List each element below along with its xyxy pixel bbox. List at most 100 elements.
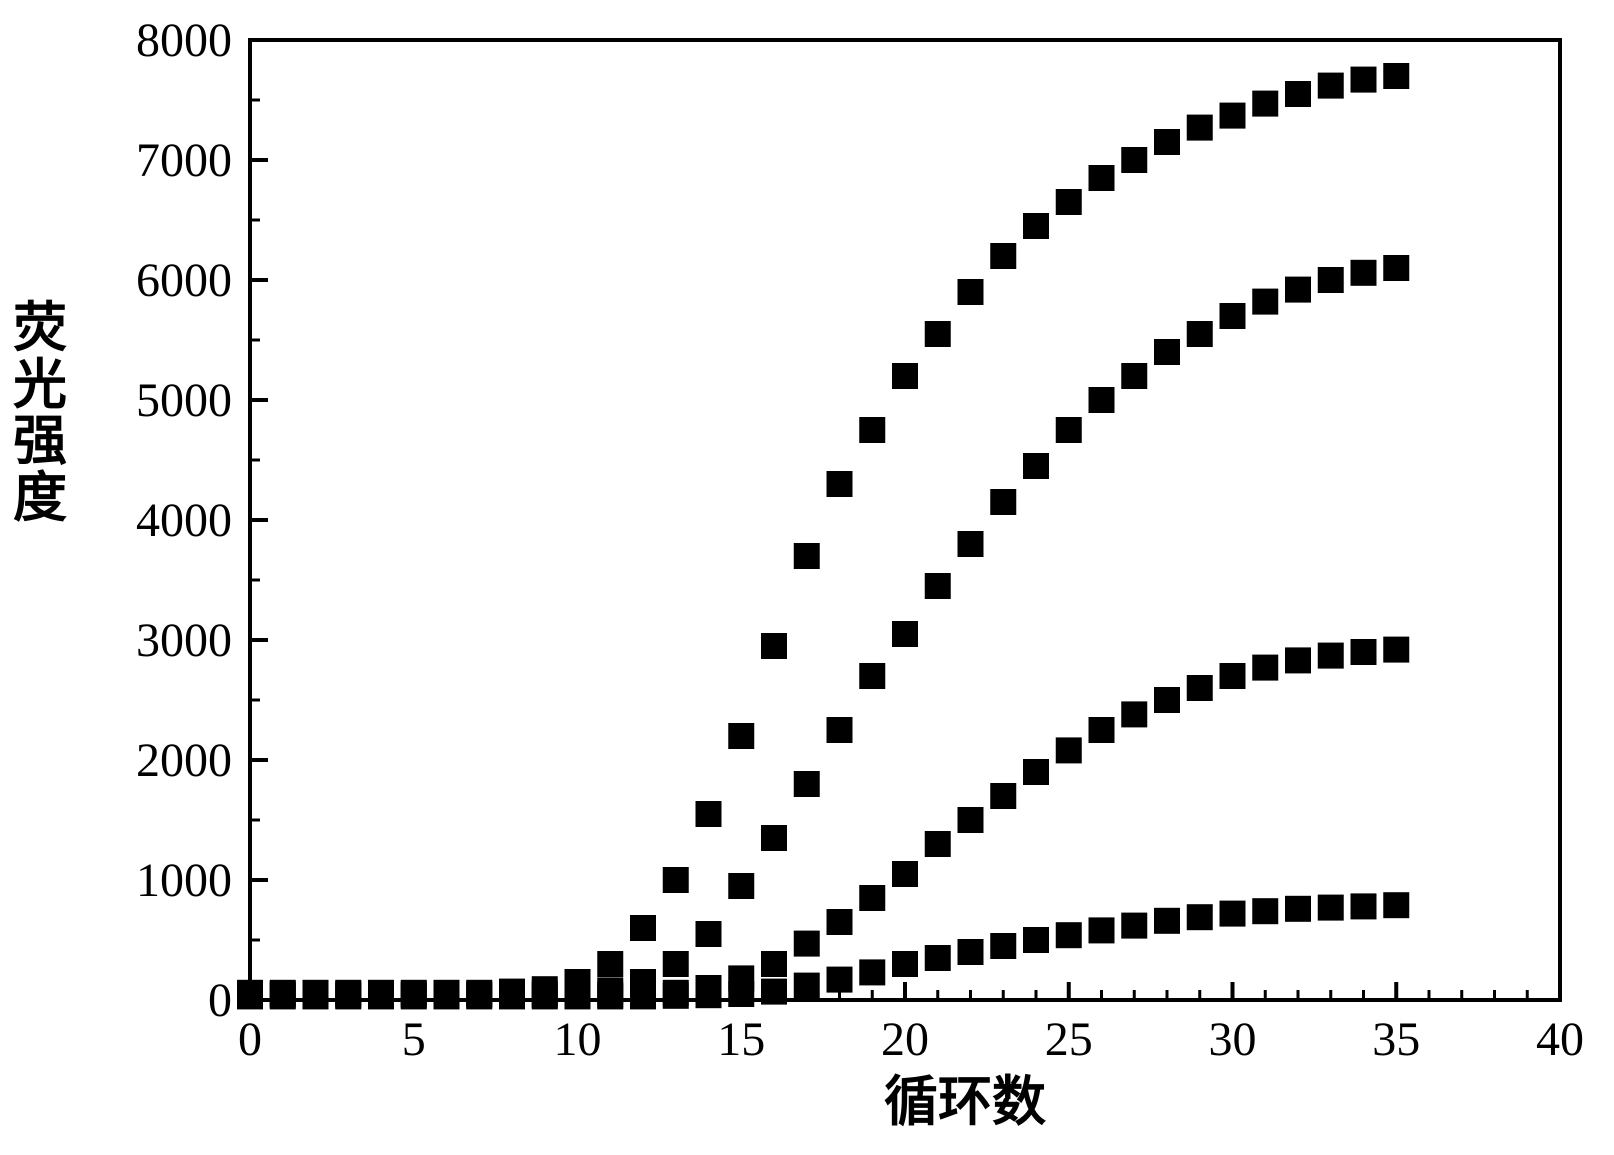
scatter-marker <box>597 983 623 1009</box>
scatter-marker <box>1383 63 1409 89</box>
y-tick-label: 4000 <box>136 494 232 547</box>
scatter-marker <box>1318 643 1344 669</box>
scatter-marker <box>1351 639 1377 665</box>
scatter-marker <box>892 951 918 977</box>
scatter-marker <box>335 983 361 1009</box>
scatter-marker <box>696 982 722 1008</box>
scatter-marker <box>663 867 689 893</box>
scatter-marker <box>728 873 754 899</box>
scatter-marker <box>1154 908 1180 934</box>
scatter-marker <box>761 979 787 1005</box>
x-tick-label: 30 <box>1209 1013 1257 1066</box>
plot-frame <box>250 40 1560 1000</box>
scatter-marker <box>434 983 460 1009</box>
scatter-marker <box>859 959 885 985</box>
scatter-marker <box>958 807 984 833</box>
scatter-marker <box>565 983 591 1009</box>
scatter-marker <box>925 945 951 971</box>
scatter-marker <box>827 967 853 993</box>
scatter-marker <box>1187 321 1213 347</box>
y-tick-label: 8000 <box>136 14 232 67</box>
scatter-marker <box>597 951 623 977</box>
scatter-marker <box>663 983 689 1009</box>
scatter-marker <box>794 973 820 999</box>
scatter-marker <box>1220 303 1246 329</box>
scatter-marker <box>925 321 951 347</box>
scatter-marker <box>728 723 754 749</box>
x-tick-label: 15 <box>717 1013 765 1066</box>
scatter-marker <box>761 951 787 977</box>
x-tick-label: 25 <box>1045 1013 1093 1066</box>
y-tick-label: 5000 <box>136 374 232 427</box>
scatter-marker <box>1154 339 1180 365</box>
scatter-marker <box>1056 189 1082 215</box>
scatter-marker <box>499 983 525 1009</box>
scatter-marker <box>466 983 492 1009</box>
y-tick-label: 0 <box>208 974 232 1027</box>
scatter-marker <box>1351 893 1377 919</box>
x-tick-label: 0 <box>238 1013 262 1066</box>
scatter-marker <box>1089 717 1115 743</box>
scatter-marker <box>859 663 885 689</box>
scatter-marker <box>1056 737 1082 763</box>
scatter-marker <box>990 933 1016 959</box>
scatter-marker <box>925 573 951 599</box>
scatter-marker <box>303 983 329 1009</box>
y-tick-label: 1000 <box>136 854 232 907</box>
scatter-marker <box>1383 637 1409 663</box>
scatter-marker <box>1252 91 1278 117</box>
scatter-marker <box>1252 898 1278 924</box>
scatter-marker <box>1089 165 1115 191</box>
scatter-marker <box>1220 663 1246 689</box>
scatter-marker <box>958 939 984 965</box>
scatter-marker <box>696 801 722 827</box>
y-tick-labels: 010002000300040005000600070008000 <box>136 14 232 1027</box>
x-tick-labels: 0510152025303540 <box>238 1013 1584 1066</box>
scatter-marker <box>827 909 853 935</box>
y-tick-label: 6000 <box>136 254 232 307</box>
scatter-marker <box>1023 453 1049 479</box>
scatter-marker <box>990 783 1016 809</box>
scatter-marker <box>1023 927 1049 953</box>
scatter-marker <box>1121 147 1147 173</box>
y-axis-title: 荧光强度 <box>10 300 70 527</box>
scatter-marker <box>990 243 1016 269</box>
scatter-marker <box>1089 917 1115 943</box>
scatter-marker <box>1383 892 1409 918</box>
scatter-marker <box>794 931 820 957</box>
scatter-marker <box>794 771 820 797</box>
scatter-marker <box>1187 904 1213 930</box>
scatter-marker <box>827 717 853 743</box>
scatter-marker <box>761 633 787 659</box>
scatter-marker <box>761 825 787 851</box>
scatter-points <box>237 63 1409 1009</box>
x-axis-title: 循环数 <box>884 1072 1046 1132</box>
scatter-marker <box>1285 647 1311 673</box>
y-tick-label: 3000 <box>136 614 232 667</box>
scatter-marker <box>1121 913 1147 939</box>
scatter-marker <box>1252 289 1278 315</box>
scatter-marker <box>1121 363 1147 389</box>
scatter-marker <box>1351 260 1377 286</box>
scatter-marker <box>1318 73 1344 99</box>
scatter-marker <box>1154 129 1180 155</box>
x-tick-label: 35 <box>1372 1013 1420 1066</box>
scatter-marker <box>1056 417 1082 443</box>
scatter-marker <box>237 983 263 1009</box>
scatter-marker <box>532 983 558 1009</box>
scatter-marker <box>859 885 885 911</box>
scatter-marker <box>892 621 918 647</box>
scatter-marker <box>958 531 984 557</box>
scatter-marker <box>827 471 853 497</box>
scatter-marker <box>663 951 689 977</box>
scatter-marker <box>859 417 885 443</box>
scatter-marker <box>1023 759 1049 785</box>
scatter-marker <box>958 279 984 305</box>
scatter-marker <box>1187 675 1213 701</box>
x-tick-label: 20 <box>881 1013 929 1066</box>
x-tick-label: 40 <box>1536 1013 1584 1066</box>
x-tick-label: 5 <box>402 1013 426 1066</box>
scatter-marker <box>1187 115 1213 141</box>
chart-container: 荧光强度 0510152025303540 010002000300040005… <box>0 0 1614 1155</box>
scatter-marker <box>1089 387 1115 413</box>
